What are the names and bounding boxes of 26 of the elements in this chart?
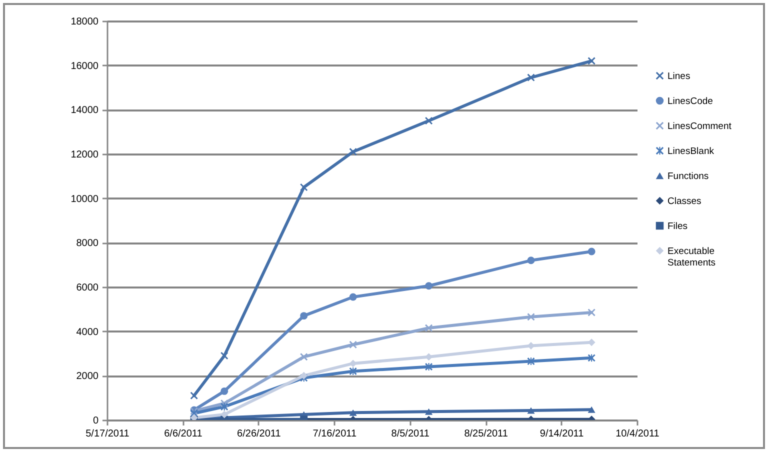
y-tick-label: 16000 — [70, 60, 99, 72]
y-tick-label: 2000 — [76, 371, 99, 382]
y-tick-label: 0 — [92, 416, 99, 426]
x-tick-label: 7/16/2011 — [312, 428, 357, 440]
x-tick-label: 6/6/2011 — [164, 428, 203, 440]
y-tick-label: 18000 — [70, 16, 99, 28]
y-tick-label: 12000 — [70, 150, 99, 160]
legend-label: LinesCode — [668, 96, 713, 107]
legend-label: Files — [668, 220, 688, 232]
x-tick-label: 6/26/2011 — [237, 428, 282, 440]
x-tick-label: 9/14/2011 — [540, 428, 584, 440]
legend-label: Lines — [668, 70, 690, 82]
legend-label: LinesComment — [668, 120, 732, 132]
y-tick-label: 14000 — [70, 105, 99, 116]
x-tick-label: 8/5/2011 — [391, 428, 430, 440]
y-tick-label: 8000 — [76, 238, 99, 250]
y-tick-label: 6000 — [76, 282, 99, 294]
y-tick-label: 4000 — [76, 326, 99, 338]
legend-label: LinesBlank — [668, 146, 714, 157]
x-tick-label: 8/25/2011 — [464, 428, 508, 440]
legend-label: Executable Statements — [668, 246, 716, 268]
legend-label: Classes — [668, 196, 702, 207]
x-tick-label: 5/17/2011 — [86, 428, 130, 440]
y-tick-label: 10000 — [70, 194, 99, 205]
legend-label: Functions — [668, 170, 709, 182]
x-tick-label: 10/4/2011 — [616, 428, 660, 440]
